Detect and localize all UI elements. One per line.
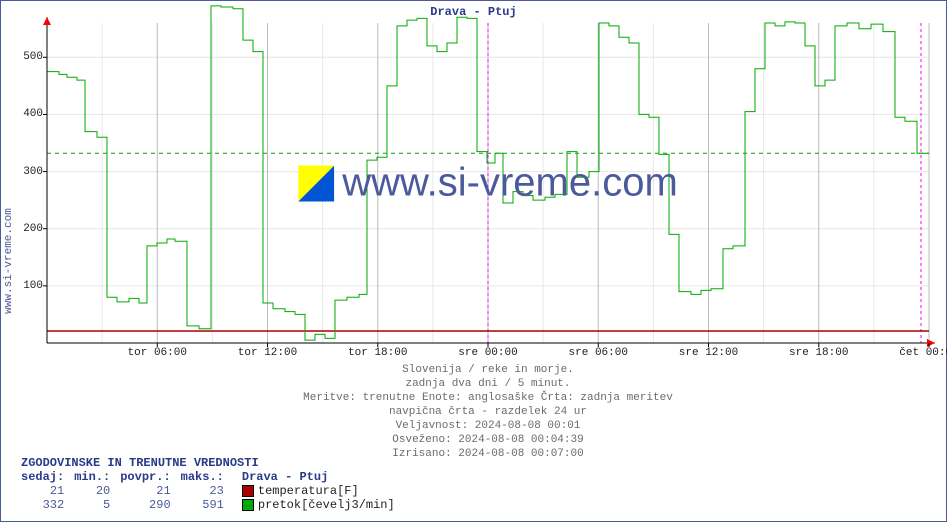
legend-block: ZGODOVINSKE IN TRENUTNE VREDNOSTI sedaj:… — [21, 456, 405, 512]
chart-footer: Slovenija / reke in morje. zadnja dva dn… — [47, 363, 929, 461]
legend-swatch-icon — [242, 485, 254, 497]
chart-svg — [47, 23, 929, 343]
legend-header-max: maks.: — [181, 470, 234, 484]
x-tick-label: tor 12:00 — [238, 347, 297, 359]
x-tick-label: čet 00:00 — [899, 347, 947, 359]
legend-title: ZGODOVINSKE IN TRENUTNE VREDNOSTI — [21, 456, 405, 470]
y-tick-label: 100 — [23, 280, 43, 292]
legend-now: 21 — [21, 484, 74, 498]
footer-line-6: Osveženo: 2024-08-08 00:04:39 — [47, 433, 929, 447]
footer-line-2: zadnja dva dni / 5 minut. — [47, 377, 929, 391]
x-tick-label: tor 06:00 — [128, 347, 187, 359]
chart-container: Drava - Ptuj www.si-vreme.com www.si-vre… — [0, 0, 947, 522]
footer-line-3: Meritve: trenutne Enote: anglosaške Črta… — [47, 391, 929, 405]
legend-row: 21202123temperatura[F] — [21, 484, 405, 498]
footer-line-4: navpična črta - razdelek 24 ur — [47, 405, 929, 419]
y-tick-label: 300 — [23, 166, 43, 178]
legend-max: 23 — [181, 484, 234, 498]
chart-title: Drava - Ptuj — [1, 1, 946, 23]
legend-avg: 21 — [120, 484, 180, 498]
legend-series: temperatura[F] — [234, 484, 405, 498]
legend-series-label: pretok[čevelj3/min] — [258, 498, 395, 512]
legend-now: 332 — [21, 498, 74, 512]
legend-header-avg: povpr.: — [120, 470, 180, 484]
legend-min: 5 — [74, 498, 120, 512]
legend-series: pretok[čevelj3/min] — [234, 498, 405, 512]
legend-header-row: sedaj: min.: povpr.: maks.: Drava - Ptuj — [21, 470, 405, 484]
x-tick-label: sre 12:00 — [679, 347, 738, 359]
x-tick-label: sre 00:00 — [458, 347, 517, 359]
x-tick-label: tor 18:00 — [348, 347, 407, 359]
legend-min: 20 — [74, 484, 120, 498]
footer-line-1: Slovenija / reke in morje. — [47, 363, 929, 377]
x-tick-label: sre 18:00 — [789, 347, 848, 359]
y-tick-label: 200 — [23, 223, 43, 235]
legend-header-min: min.: — [74, 470, 120, 484]
y-tick-label: 500 — [23, 51, 43, 63]
legend-swatch-icon — [242, 499, 254, 511]
legend-table: sedaj: min.: povpr.: maks.: Drava - Ptuj… — [21, 470, 405, 512]
legend-series-label: temperatura[F] — [258, 484, 359, 498]
x-tick-label: sre 06:00 — [569, 347, 628, 359]
y-tick-label: 400 — [23, 108, 43, 120]
legend-max: 591 — [181, 498, 234, 512]
legend-header-now: sedaj: — [21, 470, 74, 484]
footer-line-5: Veljavnost: 2024-08-08 00:01 — [47, 419, 929, 433]
legend-row: 3325290591 pretok[čevelj3/min] — [21, 498, 405, 512]
legend-header-name: Drava - Ptuj — [234, 470, 405, 484]
watermark-side: www.si-vreme.com — [3, 161, 15, 361]
legend-avg: 290 — [120, 498, 180, 512]
plot-area: www.si-vreme.com 100200300400500tor 06:0… — [47, 23, 929, 343]
